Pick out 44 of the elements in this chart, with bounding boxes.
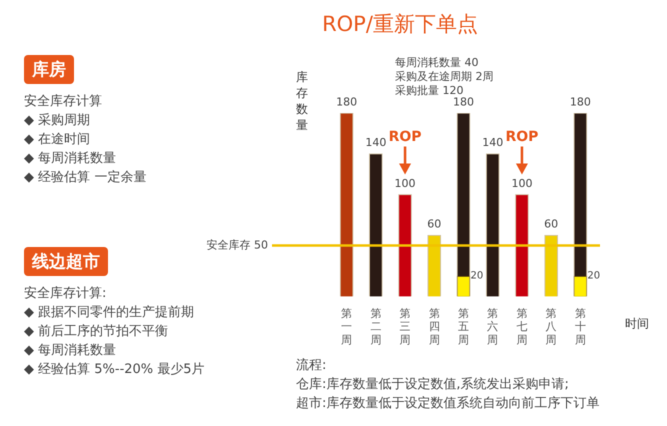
x-tick-label: 第八周	[546, 306, 557, 346]
text: ◆ 每周消耗数量	[24, 150, 118, 168]
text: 仓库:库存数量低于设定数值,系统发出采购申请;	[296, 376, 570, 394]
x-tick-label: 第十周	[574, 306, 586, 346]
text: ◆ 前后工序的节拍不平衡	[24, 323, 170, 341]
annotation: ROP	[505, 129, 538, 146]
text: ◆ 采购周期	[24, 112, 92, 130]
chart-title: ROP/重新下单点	[321, 11, 479, 38]
data-label: 100	[511, 176, 532, 190]
x-tick-label: 第三周	[400, 306, 411, 346]
text: ◆ 经验估算 5%--20% 最少5片	[24, 361, 205, 379]
text: 采购及在途周期 2周	[395, 70, 494, 84]
text: 每周消耗数量 40	[395, 56, 480, 70]
x-tick-label: 第七周	[516, 306, 528, 346]
text: 线边超市	[24, 247, 108, 276]
text: ◆ 每周消耗数量	[24, 342, 118, 360]
data-label: 140	[365, 136, 386, 150]
data-label: 180	[570, 95, 591, 108]
x-tick-label: 第二周	[370, 306, 382, 346]
data-label: 140	[482, 136, 504, 150]
data-label: 20	[587, 270, 600, 282]
data-label: 60	[544, 218, 558, 231]
y-axis-title: 库存数量	[296, 70, 308, 132]
text: 安全库存计算	[24, 93, 103, 111]
text: 安全库存计算:	[24, 285, 108, 303]
text: 库房	[24, 55, 74, 84]
data-label: 60	[427, 218, 442, 231]
ref-line-label: 安全库存 50	[206, 238, 268, 252]
text: ◆ 跟据不同零件的生产提前期	[24, 304, 196, 322]
text: ◆ 经验估算 一定余量	[24, 169, 146, 187]
data-label: 20	[470, 270, 484, 282]
x-tick-label: 第五周	[458, 306, 469, 346]
x-axis-title: 时间	[625, 316, 649, 331]
text: 超市:库存数量低于设定数值系统自动向前工序下订单	[296, 395, 600, 413]
x-tick-label: 第四周	[428, 306, 440, 346]
annotation: ROP	[388, 129, 422, 146]
text: 流程:	[296, 357, 328, 375]
data-label: 180	[453, 95, 474, 108]
x-tick-label: 第一周	[341, 306, 352, 346]
x-tick-label: 第六周	[487, 306, 498, 346]
text: ◆ 在途时间	[24, 131, 92, 149]
data-label: 180	[336, 95, 358, 108]
text: 采购批量 120	[395, 84, 464, 97]
data-label: 100	[394, 176, 416, 190]
